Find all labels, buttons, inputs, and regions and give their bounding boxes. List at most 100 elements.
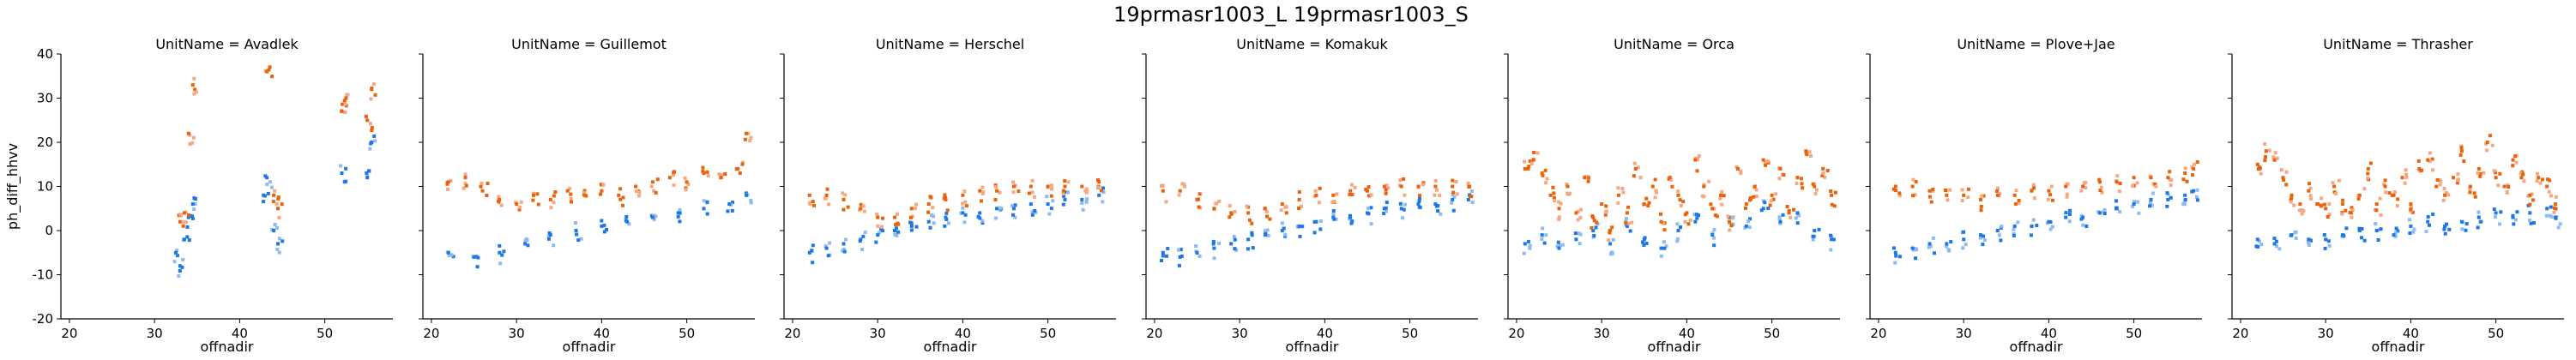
data-cell	[1317, 201, 1321, 205]
data-cell	[2048, 193, 2053, 197]
data-cell	[267, 68, 271, 72]
data-point	[2459, 149, 2464, 153]
data-point	[1795, 176, 1800, 180]
data-point	[182, 237, 186, 242]
data-cell	[823, 196, 827, 201]
data-cell	[2439, 179, 2443, 183]
data-cell	[1247, 218, 1252, 222]
data-cell	[1386, 186, 1391, 190]
data-cell	[181, 220, 185, 225]
data-cell	[2137, 211, 2141, 215]
data-cell	[2393, 231, 2398, 235]
data-cell	[2416, 159, 2421, 163]
data-cell	[811, 200, 815, 204]
data-cell	[1398, 201, 1403, 206]
data-cell	[726, 209, 730, 213]
data-cell	[1284, 211, 1288, 215]
data-cell	[1707, 179, 1711, 183]
data-cell	[1662, 240, 1666, 244]
data-cell	[2169, 183, 2173, 188]
data-cell	[2464, 222, 2469, 226]
data-cell	[1183, 184, 1187, 189]
x-tick-label: 30	[1232, 326, 1248, 341]
data-point	[1583, 176, 1587, 180]
data-point	[1366, 211, 1369, 215]
data-cell	[1264, 210, 1269, 213]
data-point	[650, 180, 655, 184]
data-cell	[1807, 150, 1812, 154]
data-cell	[523, 238, 528, 243]
data-cell	[926, 210, 931, 214]
data-cell	[1911, 194, 1915, 198]
data-cell	[1541, 173, 1545, 177]
data-cell	[2259, 243, 2264, 247]
data-cell	[2050, 225, 2054, 229]
data-cell	[980, 219, 985, 223]
y-tick-label: 40	[37, 46, 53, 62]
data-point	[1574, 237, 1578, 242]
data-cell	[1794, 216, 1798, 220]
x-tick-label: 40	[594, 326, 610, 341]
data-point	[1574, 211, 1578, 215]
data-point	[2443, 193, 2447, 197]
data-point	[625, 219, 630, 224]
data-point	[1246, 237, 1251, 242]
data-cell	[875, 212, 879, 216]
data-cell	[2302, 209, 2306, 213]
data-cell	[2456, 172, 2460, 176]
data-cell	[1017, 189, 1021, 194]
data-cell	[1469, 195, 1474, 199]
x-axis-label: offnadir	[1648, 339, 1701, 355]
data-cell	[1996, 186, 2000, 190]
data-cell	[2549, 205, 2553, 209]
data-cell	[654, 214, 658, 219]
data-point	[1063, 197, 1067, 201]
data-point	[1011, 207, 1016, 211]
data-point	[745, 131, 749, 135]
data-cell	[963, 213, 968, 217]
data-cell	[1334, 217, 1338, 221]
data-cell	[1050, 183, 1053, 188]
data-cell	[2344, 226, 2349, 231]
data-cell	[1535, 151, 1540, 155]
data-cell	[2117, 189, 2121, 194]
data-cell	[2292, 203, 2296, 207]
data-cell	[717, 172, 721, 177]
data-cell	[1814, 188, 1819, 192]
data-cell	[1980, 194, 1984, 198]
x-tick-label: 50	[2488, 326, 2504, 341]
data-cell	[2308, 238, 2313, 243]
data-point	[548, 197, 552, 201]
facet-panel: UnitName = Orca 20 30 40 50 offnadir	[1504, 36, 1840, 355]
data-cell	[2424, 230, 2428, 234]
data-cell	[1894, 254, 1898, 258]
data-cell	[1417, 196, 1421, 201]
data-cell	[1813, 191, 1818, 195]
data-cell	[2168, 170, 2172, 174]
data-cell	[1177, 263, 1181, 267]
data-cell	[652, 189, 656, 193]
data-cell	[172, 260, 177, 264]
data-point	[498, 197, 502, 201]
data-point	[2149, 176, 2153, 180]
data-cell	[1555, 244, 1559, 249]
series-blue	[807, 186, 1106, 265]
data-cell	[2458, 153, 2463, 157]
data-cell	[624, 217, 628, 221]
data-point	[2192, 189, 2196, 193]
data-point	[2511, 215, 2515, 219]
data-cell	[1817, 227, 1821, 231]
data-cell	[841, 249, 845, 253]
data-cell	[192, 196, 196, 201]
data-cell	[536, 202, 540, 207]
data-cell	[1933, 251, 1936, 255]
data-cell	[686, 183, 691, 187]
data-cell	[1774, 192, 1778, 196]
data-cell	[2511, 164, 2515, 168]
data-cell	[2379, 213, 2383, 217]
data-point	[1979, 233, 1982, 237]
data-point	[2409, 224, 2413, 228]
data-cell	[2081, 223, 2085, 227]
data-cell	[2195, 198, 2199, 202]
data-cell	[2000, 225, 2004, 228]
